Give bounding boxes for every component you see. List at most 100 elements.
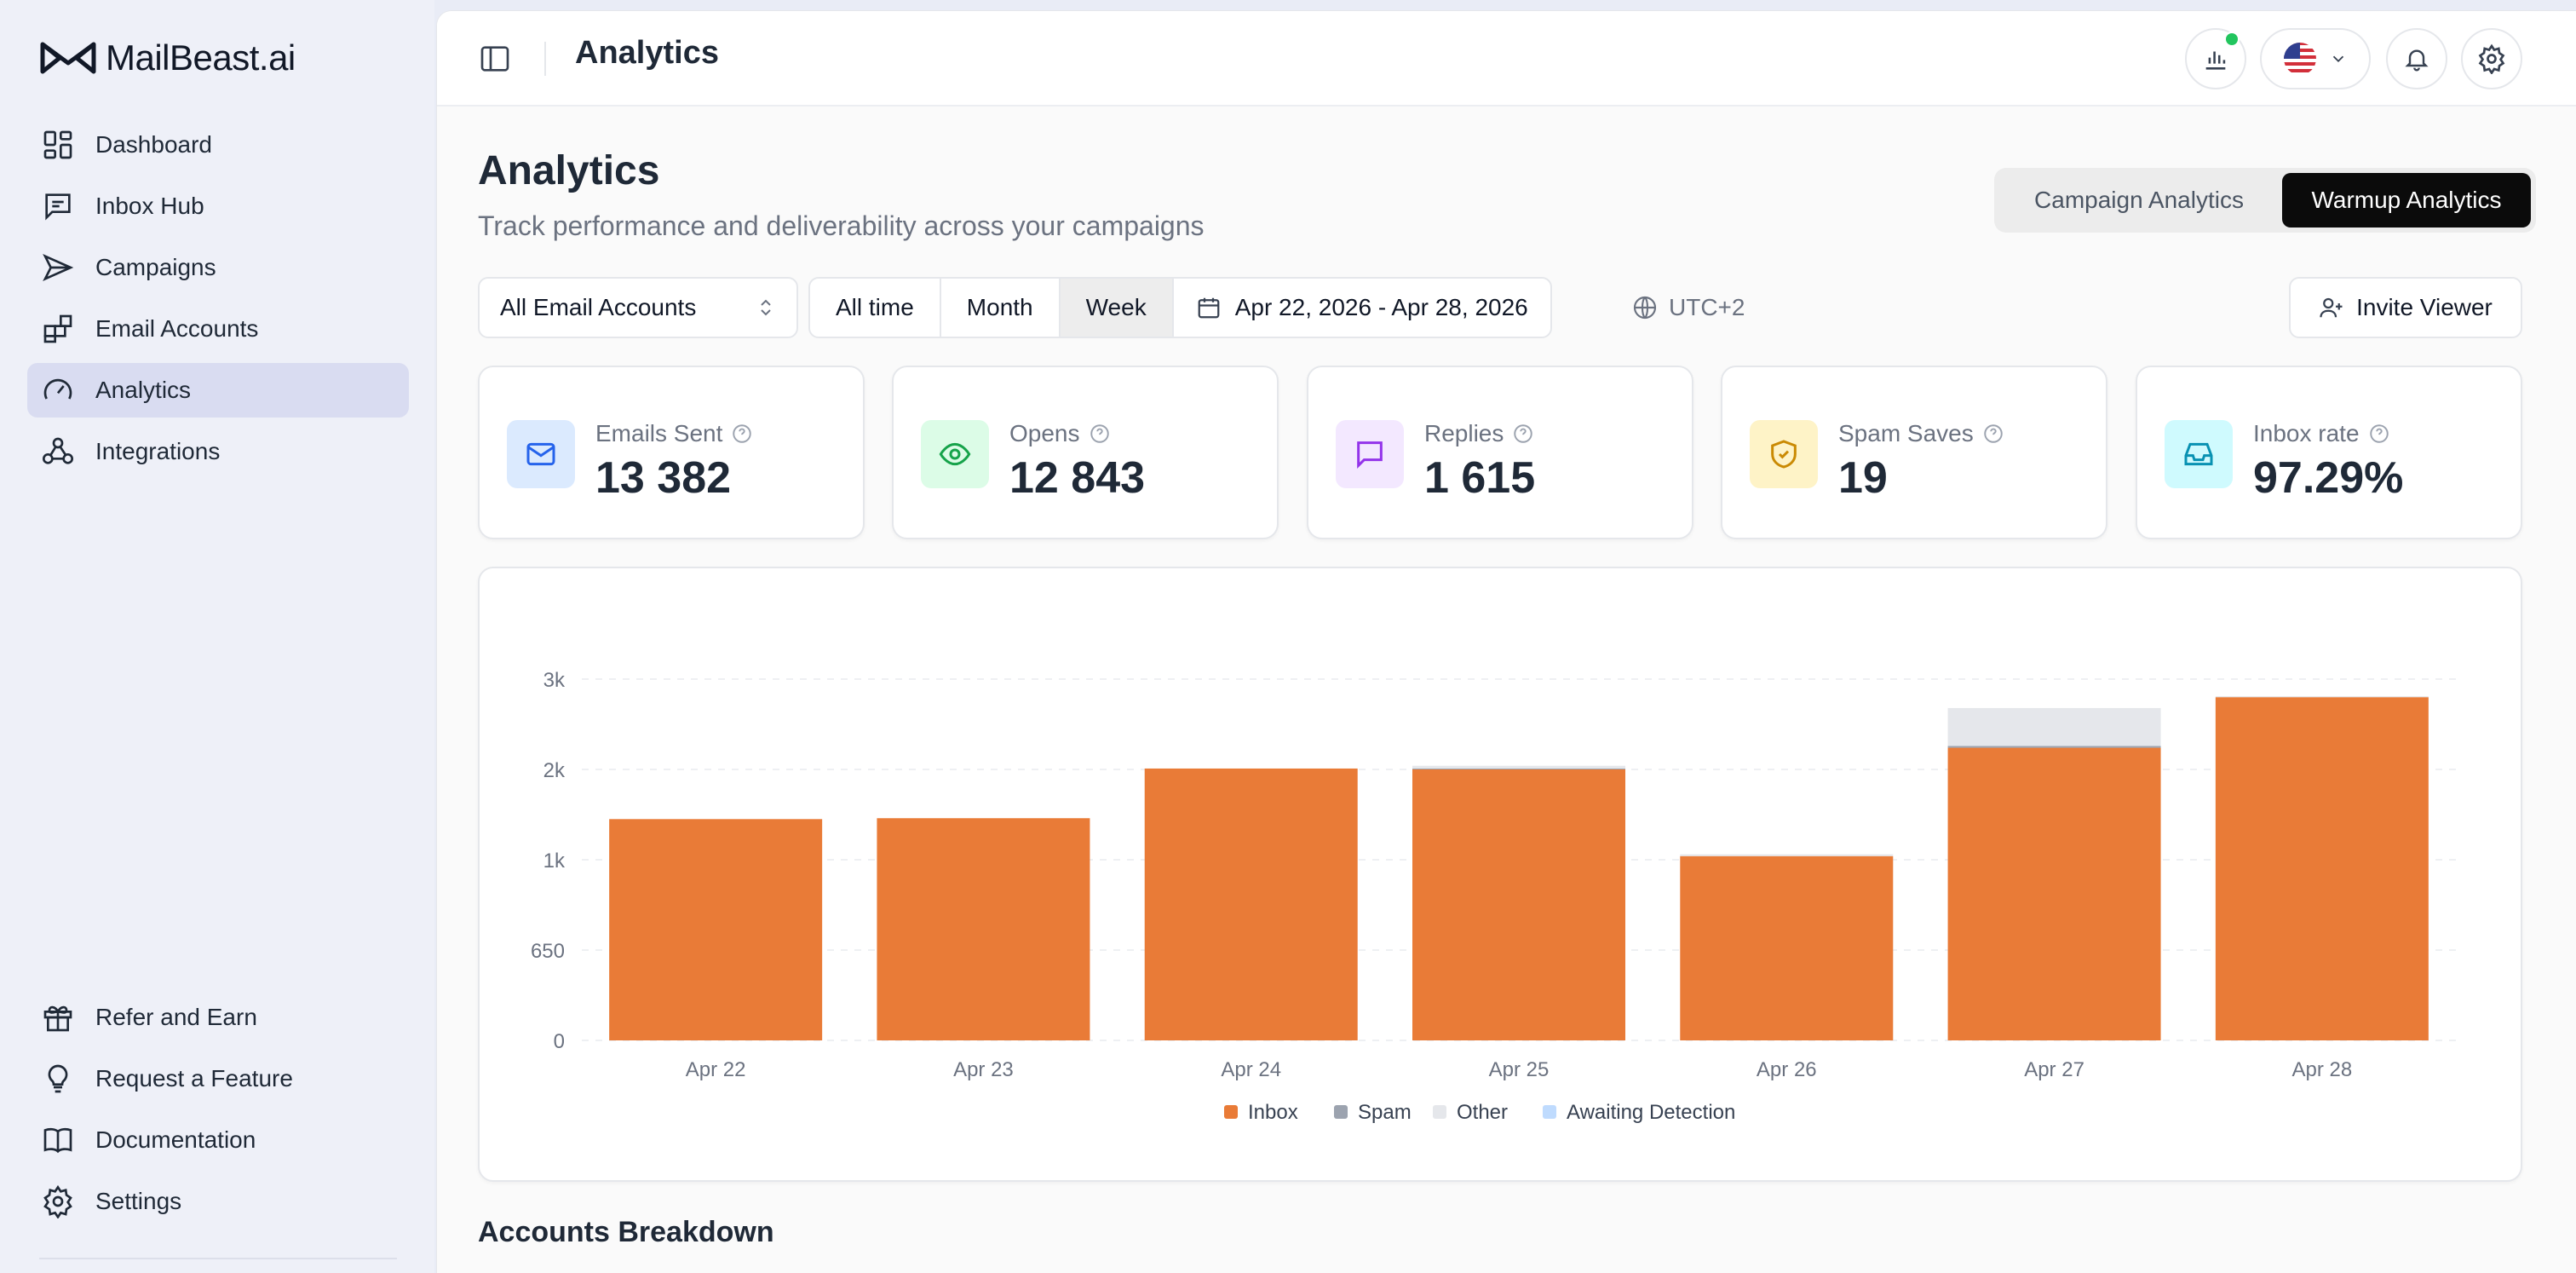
inbox-icon <box>2184 442 2213 466</box>
stat-label-text: Spam Saves <box>1838 420 1974 446</box>
lightbulb-icon <box>48 1064 68 1093</box>
tab-campaign-analytics[interactable]: Campaign Analytics <box>2034 187 2244 213</box>
bar-segment-inbox <box>1947 747 2161 1040</box>
chevron-down-icon <box>2332 55 2344 63</box>
stat-value: 97.29% <box>2253 453 2404 503</box>
y-tick-label: 3k <box>543 669 566 692</box>
globe-icon <box>1633 296 1657 320</box>
sidebar-item-inbox-hub[interactable]: Inbox Hub <box>27 179 409 233</box>
sidebar-item-label: Documentation <box>95 1126 256 1153</box>
stat-card-inbox-rate: Inbox rate 97.29% <box>2136 366 2522 539</box>
y-tick-label: 0 <box>554 1030 565 1053</box>
sidebar-item-dashboard[interactable]: Dashboard <box>27 118 409 172</box>
help-circle-icon[interactable] <box>2368 423 2390 445</box>
bar-segment-other <box>2215 696 2429 698</box>
stat-icon-box <box>1750 420 1818 488</box>
help-circle-icon[interactable] <box>1982 423 2004 445</box>
y-tick-label: 650 <box>531 940 565 963</box>
sidebar-item-label: Email Accounts <box>95 315 259 342</box>
timezone-text: UTC+2 <box>1669 294 1745 320</box>
gauge-icon <box>43 378 72 400</box>
settings-button[interactable] <box>2461 28 2522 89</box>
bar-segment-inbox <box>2215 697 2429 1040</box>
send-icon <box>43 253 74 282</box>
stat-icon-box <box>921 420 989 488</box>
notifications-button[interactable] <box>2386 28 2447 89</box>
sidebar-nav: Dashboard Inbox Hub Campaigns Email Acco… <box>27 118 409 486</box>
bar-segment-inbox <box>1412 769 1625 1040</box>
brand-name: MailBeast.ai <box>106 37 296 78</box>
bar-segment-inbox <box>877 818 1090 1040</box>
legend-swatch <box>1334 1105 1348 1119</box>
invite-viewer-button[interactable]: Invite Viewer <box>2289 277 2522 338</box>
sidebar-item-label: Inbox Hub <box>95 193 204 219</box>
legend-label: Spam <box>1358 1101 1412 1124</box>
legend-label: Other <box>1457 1101 1508 1124</box>
bar-segment-spam <box>1947 746 2161 748</box>
tab-warmup-analytics[interactable]: Warmup Analytics <box>2282 173 2531 228</box>
sidebar-item-refer-and-earn[interactable]: Refer and Earn <box>27 990 409 1045</box>
range-all-time[interactable]: All time <box>810 279 941 337</box>
sidebar-item-request-feature[interactable]: Request a Feature <box>27 1051 409 1106</box>
stat-label: Opens <box>1009 420 1111 447</box>
us-flag-icon <box>2284 43 2316 75</box>
email-account-select[interactable]: All Email Accounts <box>478 277 798 338</box>
page-subtitle: Track performance and deliverability acr… <box>478 210 1205 241</box>
main-panel: Analytics Analytics <box>436 10 2576 1273</box>
stat-label: Replies <box>1424 420 1534 447</box>
calendar-icon <box>1198 297 1220 319</box>
stat-label: Inbox rate <box>2253 420 2390 447</box>
topbar: Analytics <box>437 11 2576 107</box>
x-tick-label: Apr 28 <box>2291 1058 2352 1081</box>
stat-label-text: Opens <box>1009 420 1080 446</box>
brand-logo[interactable]: MailBeast.ai <box>39 34 296 82</box>
sidebar-item-label: Dashboard <box>95 131 212 158</box>
shield-check-icon <box>1771 440 1797 469</box>
bar-segment-inbox <box>1144 768 1358 1040</box>
x-tick-label: Apr 23 <box>953 1058 1014 1081</box>
legend-swatch <box>1543 1105 1556 1119</box>
gift-icon <box>43 1005 72 1032</box>
sidebar-item-campaigns[interactable]: Campaigns <box>27 240 409 295</box>
x-tick-label: Apr 25 <box>1489 1058 1550 1081</box>
page-title: Analytics <box>478 148 660 193</box>
topbar-separator <box>544 42 546 76</box>
range-month[interactable]: Month <box>941 279 1061 337</box>
stat-value: 13 382 <box>595 453 732 503</box>
sidebar-item-analytics[interactable]: Analytics <box>27 363 409 418</box>
warmup-stacked-bar-chart: 0 650 1k 2k 3k Apr 22 Apr 23 Apr 24 Apr 25 Apr 26… <box>531 669 2456 1124</box>
timezone-label[interactable]: UTC+2 <box>1631 294 1745 321</box>
chevrons-up-down-icon <box>761 299 771 316</box>
sidebar-item-label: Integrations <box>95 438 221 464</box>
sidebar-item-email-accounts[interactable]: Email Accounts <box>27 302 409 356</box>
legend-swatch <box>1224 1105 1238 1119</box>
help-circle-icon[interactable] <box>1512 423 1534 445</box>
stat-value: 19 <box>1838 453 1888 503</box>
sidebar-item-label: Campaigns <box>95 254 216 280</box>
book-icon <box>43 1127 72 1154</box>
stat-value: 1 615 <box>1424 453 1536 503</box>
mail-icon <box>526 442 555 466</box>
language-select[interactable] <box>2260 28 2371 89</box>
invite-viewer-label: Invite Viewer <box>2356 294 2493 320</box>
help-circle-icon[interactable] <box>731 423 753 445</box>
range-week[interactable]: Week <box>1060 279 1174 337</box>
sidebar-item-integrations[interactable]: Integrations <box>27 424 409 479</box>
sidebar-item-settings[interactable]: Settings <box>27 1174 409 1229</box>
stat-label: Spam Saves <box>1838 420 2004 447</box>
user-plus-icon <box>2320 297 2343 318</box>
eye-icon <box>939 442 971 466</box>
legend-label: Awaiting Detection <box>1567 1101 1735 1124</box>
help-circle-icon[interactable] <box>1089 423 1111 445</box>
status-dot <box>2224 32 2240 47</box>
status-button[interactable] <box>2185 28 2246 89</box>
bar-chart-icon <box>2205 51 2226 70</box>
sidebar-item-label: Request a Feature <box>95 1065 293 1092</box>
sidebar-toggle-icon[interactable] <box>478 42 512 76</box>
date-range-picker[interactable]: Apr 22, 2026 - Apr 28, 2026 <box>1174 279 1550 337</box>
stat-card-opens: Opens 12 843 <box>892 366 1279 539</box>
sidebar-item-label: Refer and Earn <box>95 1004 257 1030</box>
sidebar-item-documentation[interactable]: Documentation <box>27 1113 409 1167</box>
email-account-select-value: All Email Accounts <box>500 294 697 320</box>
stat-label-text: Inbox rate <box>2253 420 2360 446</box>
